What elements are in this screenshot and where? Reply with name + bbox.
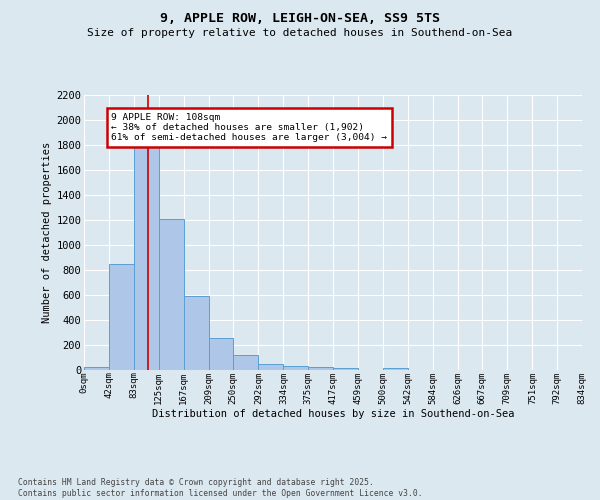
Bar xyxy=(333,368,358,370)
Bar xyxy=(259,364,283,370)
Bar xyxy=(109,264,134,370)
Bar xyxy=(308,367,333,370)
Text: 9, APPLE ROW, LEIGH-ON-SEA, SS9 5TS: 9, APPLE ROW, LEIGH-ON-SEA, SS9 5TS xyxy=(160,12,440,26)
Text: Size of property relative to detached houses in Southend-on-Sea: Size of property relative to detached ho… xyxy=(88,28,512,38)
Bar xyxy=(158,219,184,370)
Text: 9 APPLE ROW: 108sqm
← 38% of detached houses are smaller (1,902)
61% of semi-det: 9 APPLE ROW: 108sqm ← 38% of detached ho… xyxy=(112,112,388,142)
Bar xyxy=(84,367,109,370)
Bar xyxy=(134,144,158,370)
Y-axis label: Number of detached properties: Number of detached properties xyxy=(42,142,52,323)
Text: Contains HM Land Registry data © Crown copyright and database right 2025.
Contai: Contains HM Land Registry data © Crown c… xyxy=(18,478,422,498)
Bar xyxy=(283,366,308,370)
Bar xyxy=(233,355,259,370)
Bar xyxy=(383,368,407,370)
Bar xyxy=(209,338,233,370)
X-axis label: Distribution of detached houses by size in Southend-on-Sea: Distribution of detached houses by size … xyxy=(152,409,514,419)
Bar xyxy=(184,296,209,370)
